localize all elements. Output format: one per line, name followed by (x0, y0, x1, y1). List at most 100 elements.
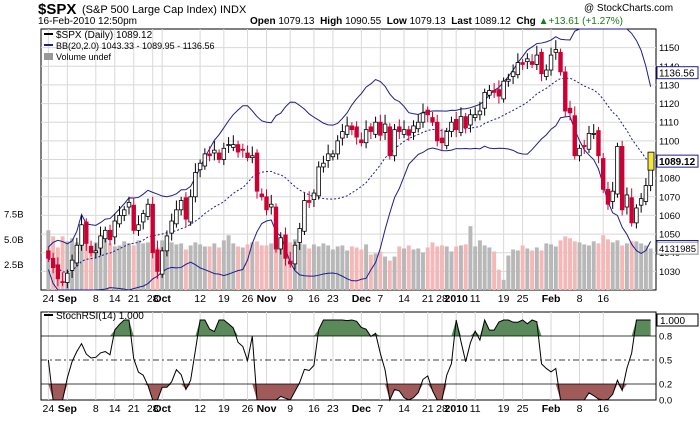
candle-body (539, 51, 544, 75)
volume-bar (492, 251, 497, 290)
volume-bar (212, 243, 217, 290)
legend-rsi-label: StochRSI(14) 1.000 (56, 311, 144, 322)
rsi-xtick-label: Sep (58, 403, 77, 415)
candle-body (88, 245, 94, 254)
candle-body (212, 149, 217, 154)
price-xtick-label: 24 (43, 293, 55, 305)
price-xtick-label: 8 (577, 293, 583, 305)
candle-body (548, 54, 554, 71)
volume-bar (136, 240, 141, 290)
volume-bar (430, 242, 435, 290)
candle-body (302, 200, 307, 232)
last-price-tag: 1089.12 (659, 157, 696, 168)
volume-bar (98, 241, 103, 290)
candle-body (269, 203, 274, 208)
candle-body (254, 152, 260, 192)
candle-body (250, 155, 255, 159)
candle-body (487, 90, 492, 96)
volume-bar (131, 245, 136, 290)
legend-bb: BB(20,2.0) 1043.33 - 1089.95 - 1136.56 (44, 41, 214, 51)
volume-bar (217, 247, 222, 290)
rsi-oversold-fill (48, 384, 651, 400)
candle-body (482, 91, 487, 109)
volume-bar (553, 246, 558, 290)
price-xtick-label: 11 (470, 293, 481, 305)
candle-body (159, 250, 165, 275)
candle-body (288, 260, 293, 265)
rsi-xtick-label: 26 (242, 403, 254, 415)
candle-body (591, 132, 596, 135)
volume-bar (440, 245, 444, 290)
volume-bar (582, 244, 587, 290)
candle-body (335, 140, 340, 155)
candle-body (141, 213, 146, 223)
candle-body (349, 125, 355, 131)
candle-body (463, 116, 468, 129)
price-ytick-label: 1120 (659, 99, 679, 110)
volume-bar (79, 245, 84, 290)
candle-body (65, 272, 70, 283)
legend-price-label: $SPX (Daily) 1089.12 (56, 30, 153, 41)
price-xtick-label: 21 (422, 293, 434, 305)
candle-body (520, 62, 525, 65)
volume-bar (544, 243, 549, 290)
volume-bar (596, 243, 601, 290)
high-label: High (320, 16, 343, 27)
rsi-xtick-label: 16 (597, 403, 609, 415)
candle-body (458, 116, 464, 133)
volume-bar (383, 256, 388, 290)
rsi-overbought-fill (48, 320, 651, 336)
price-xtick-label: 8 (93, 293, 99, 305)
candle-body (330, 153, 336, 158)
chg-label: Chg (516, 16, 536, 27)
volume-bar (530, 250, 535, 290)
rsi-ytick-label: 0.0 (659, 396, 672, 407)
volume-bar (629, 241, 634, 290)
candle-body (126, 201, 132, 208)
candle-body (510, 71, 516, 77)
candle-body (240, 148, 246, 151)
low-label: Low (386, 16, 407, 27)
volume-bar (444, 246, 449, 290)
candle-body (382, 123, 388, 133)
price-xtick-label: 25 (517, 293, 529, 305)
price-xtick-label: 14 (398, 293, 410, 305)
bb-middle-line (48, 77, 652, 273)
volume-bar (202, 246, 207, 290)
volume-bar (378, 251, 383, 290)
volume-bar (643, 245, 648, 290)
candle-body (321, 162, 326, 168)
candle-body (601, 158, 606, 190)
volume-bar (449, 251, 454, 290)
candle-body (193, 172, 198, 198)
volume-bar (340, 245, 345, 290)
volume-bar (316, 246, 321, 290)
volume-ytick-label: 7.5B (4, 210, 24, 221)
rsi-xtick-label: 19 (498, 403, 510, 415)
candle-body (567, 107, 573, 114)
open-label: Open (250, 16, 276, 27)
volume-bar (402, 248, 407, 290)
volume-bar (473, 246, 478, 290)
candle-body (325, 153, 331, 161)
candle-body (354, 126, 359, 138)
candle-body (629, 197, 634, 224)
price-xtick-label: 28 (147, 293, 159, 305)
volume-bar (321, 243, 326, 290)
price-ytick-label: 1050 (659, 230, 680, 241)
volume-bar (359, 249, 364, 290)
candle-body (145, 203, 151, 217)
candle-body (216, 152, 222, 160)
candle-body (273, 206, 279, 250)
volume-bar (534, 247, 539, 290)
volume-bar (122, 241, 127, 290)
candle-body (359, 139, 364, 144)
quote-date: 16-Feb-2010 12:50pm (38, 16, 137, 27)
candle-body (553, 49, 558, 53)
price-ytick-label: 1060 (659, 211, 680, 222)
candle-body (207, 153, 212, 157)
candle-body (534, 54, 540, 65)
candle-body (107, 229, 113, 241)
candle-body (98, 235, 103, 249)
volume-bar (65, 241, 70, 290)
